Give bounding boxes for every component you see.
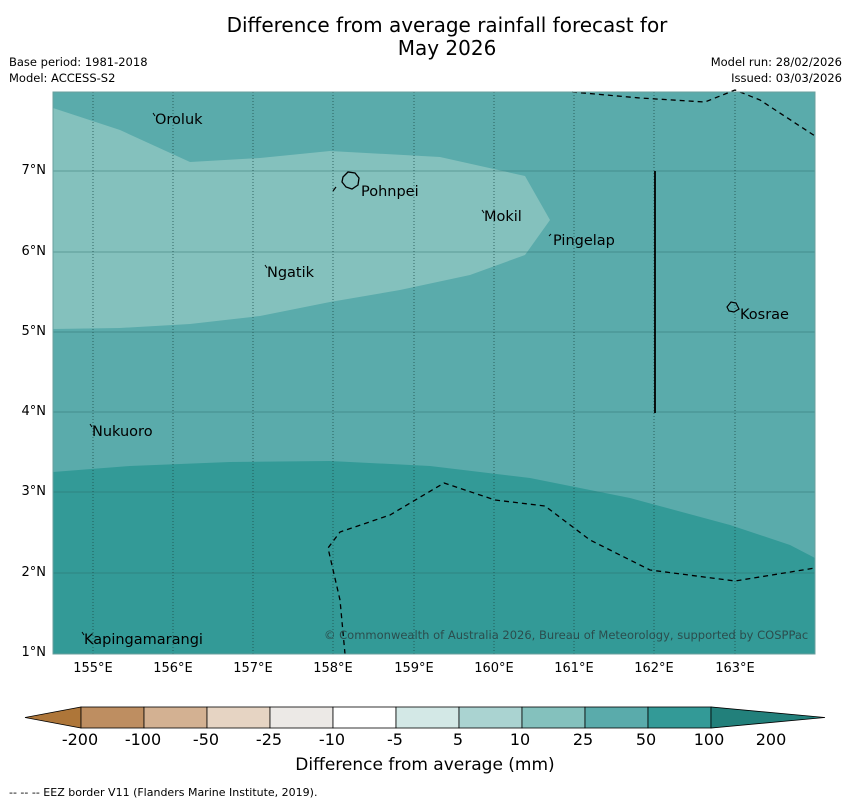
cb-label-11: 200 (755, 730, 787, 749)
lon-label-163e: 163°E (715, 661, 755, 676)
colorbar-segment (206, 706, 271, 729)
colorbar-segment (269, 706, 334, 729)
lon-label-155e: 155°E (73, 661, 113, 676)
place-kosrae: Kosrae (740, 307, 789, 323)
cb-label-1: -100 (124, 730, 162, 749)
cb-label-6: 5 (452, 730, 464, 749)
pohnpei-island-icon (341, 171, 360, 190)
cb-label-5: -5 (387, 730, 403, 749)
cb-label-2: -50 (192, 730, 220, 749)
band-50-100 (53, 461, 815, 654)
model-name: Model: ACCESS-S2 (9, 71, 116, 85)
colorbar-segment (458, 706, 523, 729)
lat-gridlines (53, 170, 815, 574)
place-mokil: Mokil (484, 209, 522, 225)
atoll-markers (81, 112, 552, 636)
cb-label-8: 25 (572, 730, 594, 749)
band-10-25 (53, 108, 550, 329)
chart-title: Difference from average rainfall forecas… (0, 14, 850, 60)
map-svg (52, 89, 816, 655)
title-line-1: Difference from average rainfall forecas… (226, 13, 668, 37)
lat-label-1n: 1°N (21, 645, 47, 660)
place-pingelap: Pingelap (553, 233, 615, 249)
issued-date: Issued: 03/03/2026 (731, 71, 842, 85)
eez-borders (327, 89, 816, 655)
pohnpei-islet-icon (332, 186, 337, 192)
lat-label-5n: 5°N (21, 324, 47, 339)
lon-label-158e: 158°E (313, 661, 353, 676)
cb-label-7: 10 (509, 730, 531, 749)
cb-label-3: -25 (255, 730, 283, 749)
place-oroluk: Oroluk (155, 112, 203, 128)
cb-label-0: -200 (61, 730, 99, 749)
lat-label-2n: 2°N (21, 565, 47, 580)
colorbar-extend-low (24, 706, 82, 729)
place-kapingamarangi: Kapingamarangi (84, 632, 203, 648)
colorbar-title: Difference from average (mm) (295, 755, 555, 775)
colorbar-segment (395, 706, 460, 729)
colorbar-segment (143, 706, 208, 729)
lon-label-156e: 156°E (153, 661, 193, 676)
model-run: Model run: 28/02/2026 (710, 55, 842, 69)
cb-label-4: -10 (318, 730, 346, 749)
map-frame (52, 91, 816, 655)
cb-label-10: 100 (693, 730, 725, 749)
lon-label-161e: 161°E (554, 661, 594, 676)
lat-label-3n: 3°N (21, 484, 47, 499)
place-nukuoro: Nukuoro (92, 424, 153, 440)
colorbar-segment (521, 706, 586, 729)
lon-label-157e: 157°E (233, 661, 273, 676)
place-ngatik: Ngatik (267, 265, 315, 281)
colorbar (24, 706, 826, 729)
place-pohnpei: Pohnpei (361, 184, 419, 200)
eez-footnote: -- -- -- EEZ border V11 (Flanders Marine… (9, 786, 318, 799)
title-line-2: May 2026 (397, 36, 497, 60)
lon-label-160e: 160°E (474, 661, 514, 676)
colorbar-segment (647, 706, 712, 729)
run-info: Model run: 28/02/2026 Issued: 03/03/2026 (711, 54, 842, 86)
colorbar-segment (584, 706, 649, 729)
kosrae-island-icon (726, 301, 740, 313)
colorbar-extend-high (710, 706, 826, 729)
base-period: Base period: 1981-2018 (9, 55, 148, 69)
cb-label-9: 50 (635, 730, 657, 749)
colorbar-segment (332, 706, 397, 729)
lon-label-159e: 159°E (394, 661, 434, 676)
model-info: Base period: 1981-2018 Model: ACCESS-S2 (9, 54, 148, 86)
lon-gridlines (92, 92, 736, 654)
copyright-notice: © Commonwealth of Australia 2026, Bureau… (324, 628, 809, 642)
lat-label-4n: 4°N (21, 404, 47, 419)
lat-label-6n: 6°N (21, 244, 47, 259)
lon-label-162e: 162°E (634, 661, 674, 676)
lat-label-7n: 7°N (21, 163, 47, 178)
colorbar-segment (80, 706, 145, 729)
